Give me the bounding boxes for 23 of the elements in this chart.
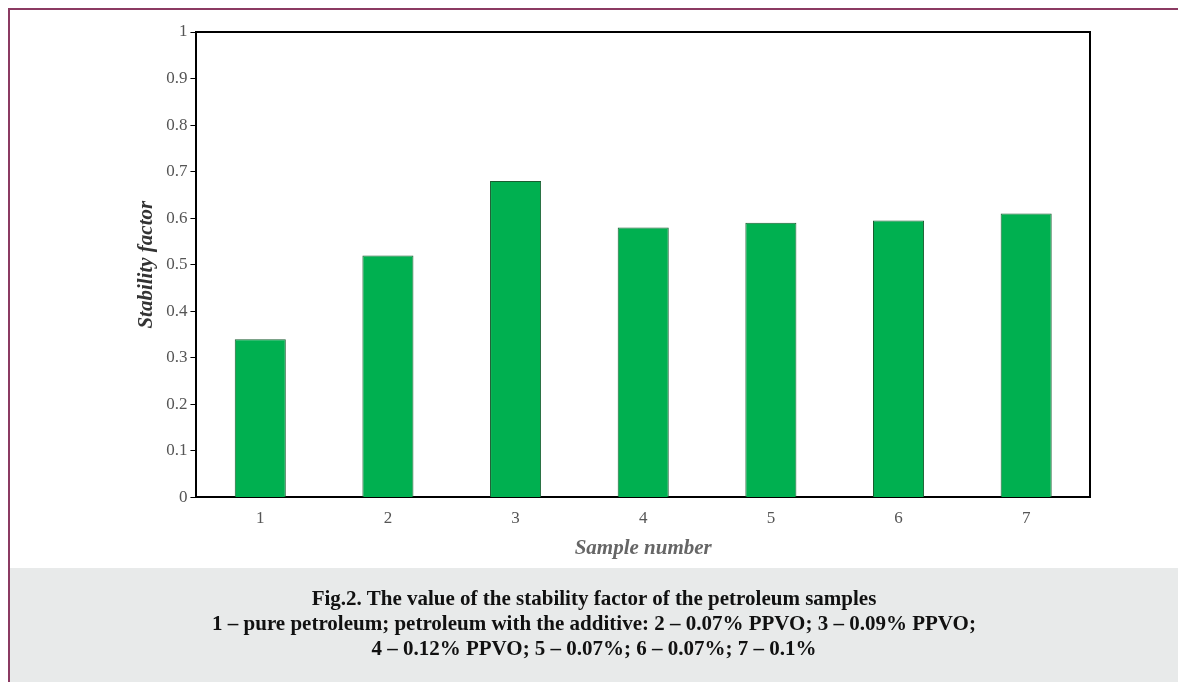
y-tick-label: 0.6 — [166, 207, 188, 227]
x-tick-label: 1 — [256, 508, 265, 528]
y-axis-title: Stability factor — [133, 200, 158, 329]
y-tick-label: 0.4 — [166, 300, 188, 320]
y-tick-label: 0 — [178, 486, 188, 506]
x-tick-label: 7 — [1021, 508, 1031, 528]
x-tick-label: 6 — [894, 508, 903, 528]
y-tick-label: 1 — [178, 21, 188, 41]
y-tick-label: 0.2 — [166, 393, 188, 413]
x-tick-label: 2 — [383, 508, 393, 528]
text: Fig.2. The value of the stability factor of the petroleum samples — [310, 586, 878, 611]
y-tick-label: 0.9 — [166, 68, 188, 88]
text: 1 – pure petroleum; petroleum with the additive: 2 – 0.07% PPVO; 3 – 0.09% PPVO; — [211, 611, 977, 636]
x-axis-title: Sample number — [574, 534, 713, 559]
x-tick-label: 5 — [766, 508, 776, 528]
x-tick-label: 4 — [638, 508, 648, 528]
y-tick-label: 0.8 — [166, 114, 188, 134]
y-tick-label: 0.7 — [166, 161, 188, 181]
y-tick-label: 0.3 — [166, 347, 188, 367]
text: 4 – 0.12% PPVO; 5 – 0.07%; 6 – 0.07%; 7 – 0.1% — [370, 636, 818, 661]
y-tick-label: 0.5 — [166, 254, 188, 274]
y-tick-label: 0.1 — [166, 440, 188, 460]
x-tick-label: 3 — [511, 508, 520, 528]
